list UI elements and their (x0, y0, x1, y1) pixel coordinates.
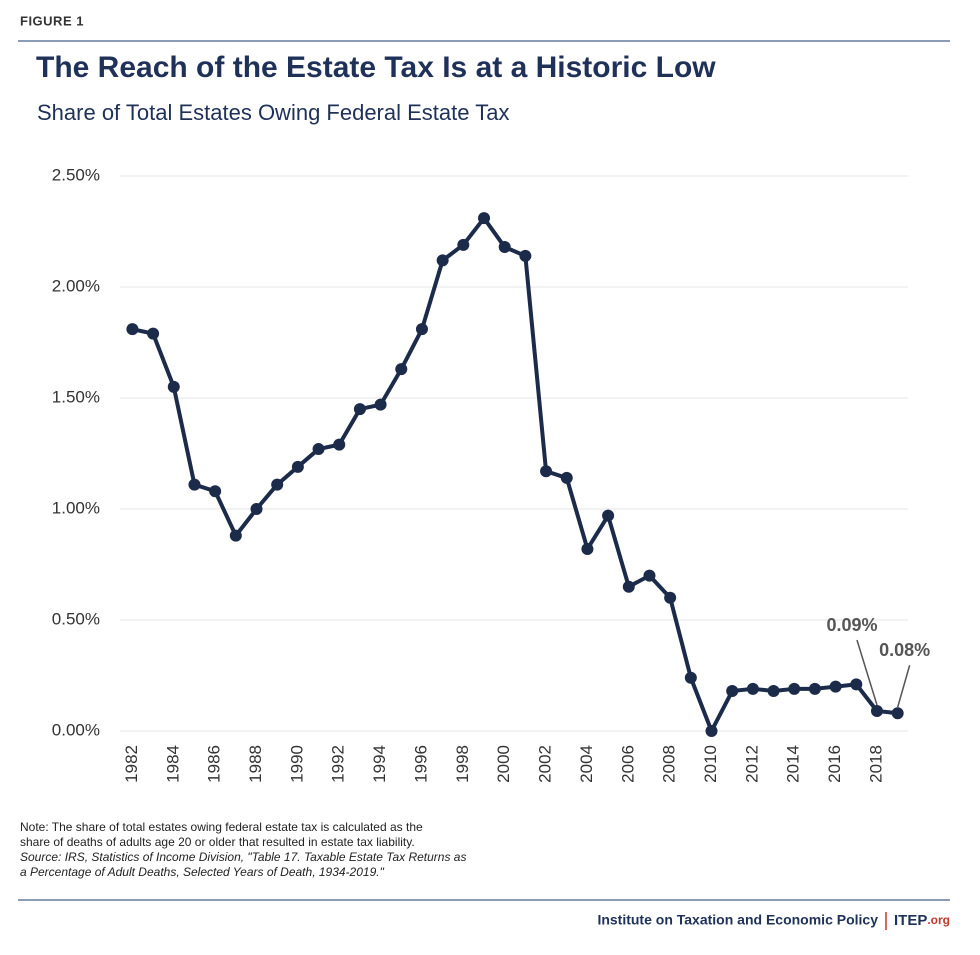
data-point (829, 680, 842, 693)
x-tick-label: 1988 (246, 745, 265, 783)
x-tick-label: 2006 (618, 745, 637, 783)
footer-brand: ITEP.org (894, 912, 950, 929)
data-point (622, 580, 635, 593)
data-point (808, 682, 821, 695)
data-point (498, 241, 511, 254)
y-tick-label: 1.50% (52, 387, 100, 406)
data-point (746, 682, 759, 695)
data-point (870, 705, 883, 718)
data-point (457, 238, 470, 251)
data-point (250, 503, 263, 515)
x-tick-label: 2010 (701, 745, 720, 783)
x-tick-label: 1990 (287, 745, 306, 783)
data-point (643, 569, 656, 582)
label-leader (856, 639, 878, 706)
data-point (167, 380, 180, 393)
data-point (395, 363, 408, 376)
y-tick-label: 0.00% (52, 720, 100, 739)
data-point (126, 323, 139, 336)
data-point (850, 678, 863, 691)
data-point (560, 471, 573, 484)
x-tick-label: 2002 (536, 745, 555, 783)
data-point (684, 671, 697, 684)
x-tick-label: 1986 (205, 745, 224, 783)
data-point (209, 485, 222, 498)
data-point (147, 327, 160, 340)
x-tick-label: 2004 (577, 745, 596, 783)
footer-organization: Institute on Taxation and Economic Polic… (597, 912, 878, 928)
data-point (415, 323, 428, 336)
data-point (602, 509, 615, 522)
note-line: share of deaths of adults age 20 or olde… (20, 835, 415, 849)
x-tick-label: 1994 (370, 745, 389, 783)
data-point (436, 254, 449, 267)
data-point (229, 529, 242, 542)
data-point (312, 443, 325, 456)
x-tick-label: 2000 (494, 745, 513, 783)
note-line: Note: The share of total estates owing f… (20, 820, 423, 834)
x-tick-label: 1982 (122, 745, 141, 783)
data-point (291, 460, 304, 473)
data-label: 0.08% (879, 640, 930, 660)
data-point (333, 438, 346, 451)
x-tick-label: 1998 (453, 745, 472, 783)
data-line (131, 216, 898, 733)
x-tick-label: 2014 (784, 745, 803, 783)
x-tick-label: 1984 (163, 745, 182, 783)
source-line: a Percentage of Adult Deaths, Selected Y… (20, 865, 385, 879)
data-point (519, 249, 532, 262)
data-point (767, 685, 780, 698)
x-tick-label: 2012 (742, 745, 761, 783)
figure-label: FIGURE 1 (20, 13, 84, 28)
x-tick-label: 2018 (866, 745, 885, 783)
y-tick-label: 0.50% (52, 609, 100, 628)
data-point (353, 403, 366, 416)
plot-area: 0.00% 0.50% 1.00% 1.50% 2.00% 2.50% 1982 1984 19… (52, 165, 930, 782)
x-tick-label: 1992 (329, 745, 348, 783)
chart-title: The Reach of the Estate Tax Is at a Hist… (36, 51, 716, 84)
label-leader (896, 665, 911, 708)
x-tick-label: 1996 (411, 745, 430, 783)
data-point (664, 591, 677, 604)
data-point (581, 542, 594, 555)
x-tick-label: 2008 (660, 745, 679, 783)
footer-domain: .org (927, 913, 950, 927)
y-tick-label: 2.50% (52, 165, 100, 184)
data-point (891, 707, 904, 720)
y-tick-label: 1.00% (52, 498, 100, 517)
x-tick-label: 2016 (825, 745, 844, 783)
data-point (705, 725, 718, 737)
data-point (478, 212, 491, 225)
y-tick-label: 2.00% (52, 276, 100, 295)
data-point (188, 478, 201, 491)
data-point (726, 685, 739, 698)
data-point (271, 478, 284, 491)
data-label: 0.09% (826, 615, 877, 635)
data-point (540, 465, 553, 478)
source-line: Source: IRS, Statistics of Income Divisi… (20, 850, 466, 864)
data-point (374, 398, 387, 411)
chart-subtitle: Share of Total Estates Owing Federal Est… (37, 100, 509, 125)
footer-brand-name: ITEP (894, 912, 927, 929)
data-point (788, 682, 801, 695)
